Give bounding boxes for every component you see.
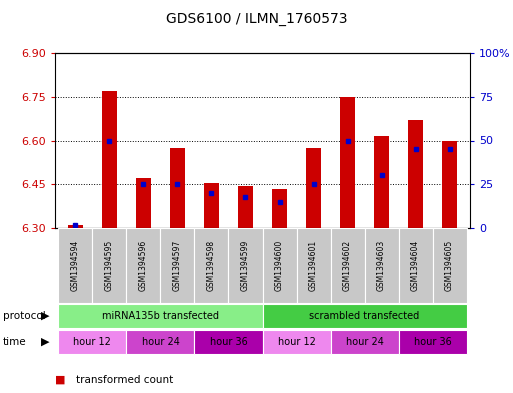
Text: GSM1394594: GSM1394594 (71, 240, 80, 291)
Text: GSM1394598: GSM1394598 (207, 240, 216, 291)
Text: hour 24: hour 24 (142, 337, 180, 347)
Text: hour 24: hour 24 (346, 337, 384, 347)
Bar (228, 228, 263, 303)
Bar (126, 228, 161, 303)
Bar (92, 228, 126, 303)
Text: GSM1394600: GSM1394600 (275, 240, 284, 291)
Bar (297, 228, 330, 303)
Text: hour 36: hour 36 (210, 337, 247, 347)
Text: GDS6100 / ILMN_1760573: GDS6100 / ILMN_1760573 (166, 12, 347, 26)
Bar (408, 120, 423, 228)
Bar (365, 228, 399, 303)
Bar (374, 136, 389, 228)
Text: hour 36: hour 36 (413, 337, 451, 347)
Text: GSM1394601: GSM1394601 (309, 240, 318, 291)
Bar (330, 228, 365, 303)
Bar (330, 329, 399, 354)
Bar (238, 186, 253, 228)
Text: scrambled transfected: scrambled transfected (309, 311, 420, 321)
Text: GSM1394605: GSM1394605 (445, 240, 454, 291)
Text: hour 12: hour 12 (73, 337, 111, 347)
Bar (204, 183, 219, 228)
Text: ▶: ▶ (42, 337, 50, 347)
Bar (263, 303, 467, 329)
Text: hour 12: hour 12 (278, 337, 315, 347)
Text: miRNA135b transfected: miRNA135b transfected (102, 311, 219, 321)
Text: GSM1394597: GSM1394597 (173, 240, 182, 291)
Text: ■: ■ (55, 375, 66, 385)
Bar (136, 178, 151, 228)
Bar (194, 329, 263, 354)
Bar (306, 148, 321, 228)
Text: GSM1394596: GSM1394596 (139, 240, 148, 291)
Bar (68, 225, 83, 228)
Text: transformed count: transformed count (75, 375, 173, 385)
Text: GSM1394599: GSM1394599 (241, 240, 250, 291)
Text: GSM1394602: GSM1394602 (343, 240, 352, 291)
Text: protocol: protocol (3, 311, 45, 321)
Bar (58, 329, 126, 354)
Text: ▶: ▶ (42, 311, 50, 321)
Bar (263, 329, 330, 354)
Bar (263, 228, 297, 303)
Text: GSM1394595: GSM1394595 (105, 240, 114, 291)
Bar (102, 91, 117, 228)
Bar (340, 97, 355, 228)
Text: GSM1394604: GSM1394604 (411, 240, 420, 291)
Bar (58, 228, 92, 303)
Bar (432, 228, 467, 303)
Bar (272, 189, 287, 228)
Bar (58, 303, 263, 329)
Bar (442, 141, 457, 228)
Bar (399, 228, 432, 303)
Bar (161, 228, 194, 303)
Text: time: time (3, 337, 26, 347)
Bar (170, 148, 185, 228)
Text: GSM1394603: GSM1394603 (377, 240, 386, 291)
Bar (126, 329, 194, 354)
Bar (399, 329, 467, 354)
Bar (194, 228, 228, 303)
